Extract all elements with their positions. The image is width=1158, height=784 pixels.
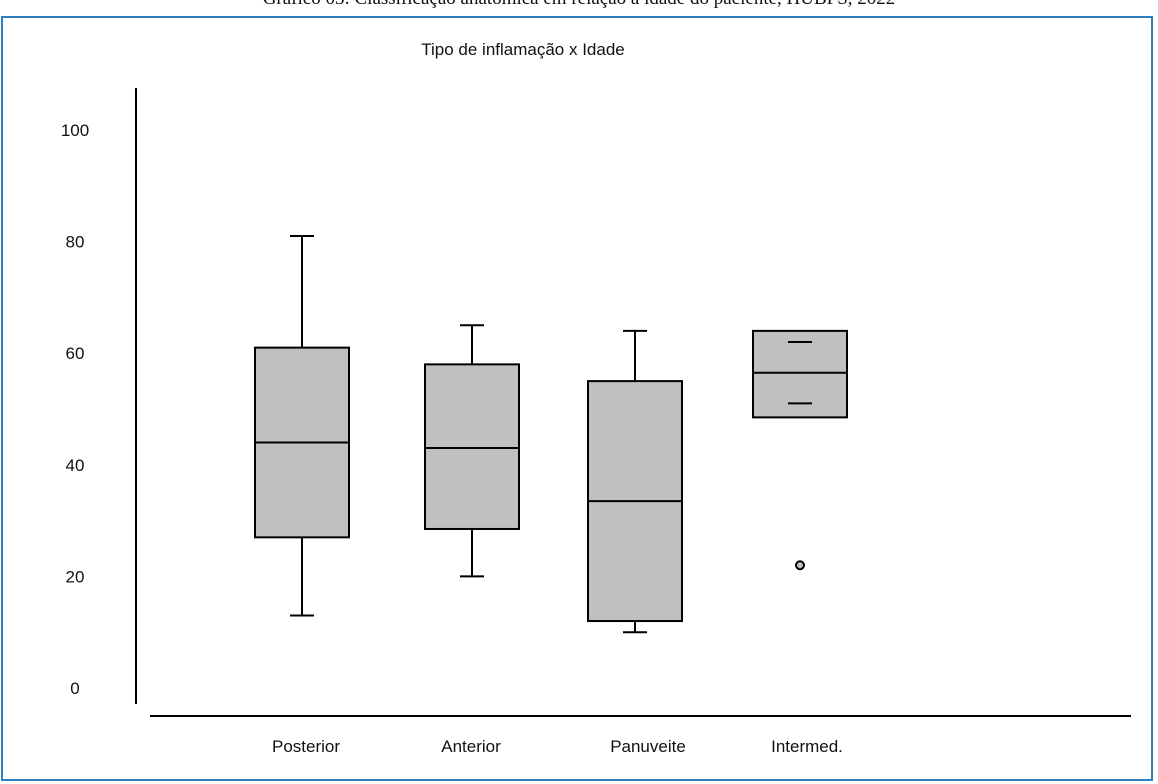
x-tick-label: Intermed. <box>771 737 843 756</box>
box-series <box>254 235 848 634</box>
y-tick-label: 60 <box>66 344 85 363</box>
figure-caption: Gráfico 03: Classificação anatômica em r… <box>0 0 1158 14</box>
y-tick-label: 20 <box>66 567 85 586</box>
chart-frame <box>1 16 1153 781</box>
x-tick-labels: Posterior Anterior Panuveite Intermed. <box>272 737 843 756</box>
outlier-point <box>795 560 805 571</box>
y-tick-label: 40 <box>66 456 85 475</box>
y-tick-label: 100 <box>61 121 89 140</box>
y-tick-label: 0 <box>70 679 79 698</box>
x-tick-label: Panuveite <box>610 737 686 756</box>
y-tick-label: 80 <box>66 233 85 252</box>
box-iqr <box>424 363 520 530</box>
x-tick-label: Posterior <box>272 737 340 756</box>
chart-title: Tipo de inflamação x Idade <box>421 40 625 59</box>
x-tick-label: Anterior <box>441 737 501 756</box>
box-intermed <box>752 329 848 571</box>
box-panuveite <box>587 329 683 634</box>
y-tick-labels: 0 20 40 60 80 100 <box>61 121 89 698</box>
box-anterior <box>424 324 520 578</box>
box-posterior <box>254 235 350 617</box>
